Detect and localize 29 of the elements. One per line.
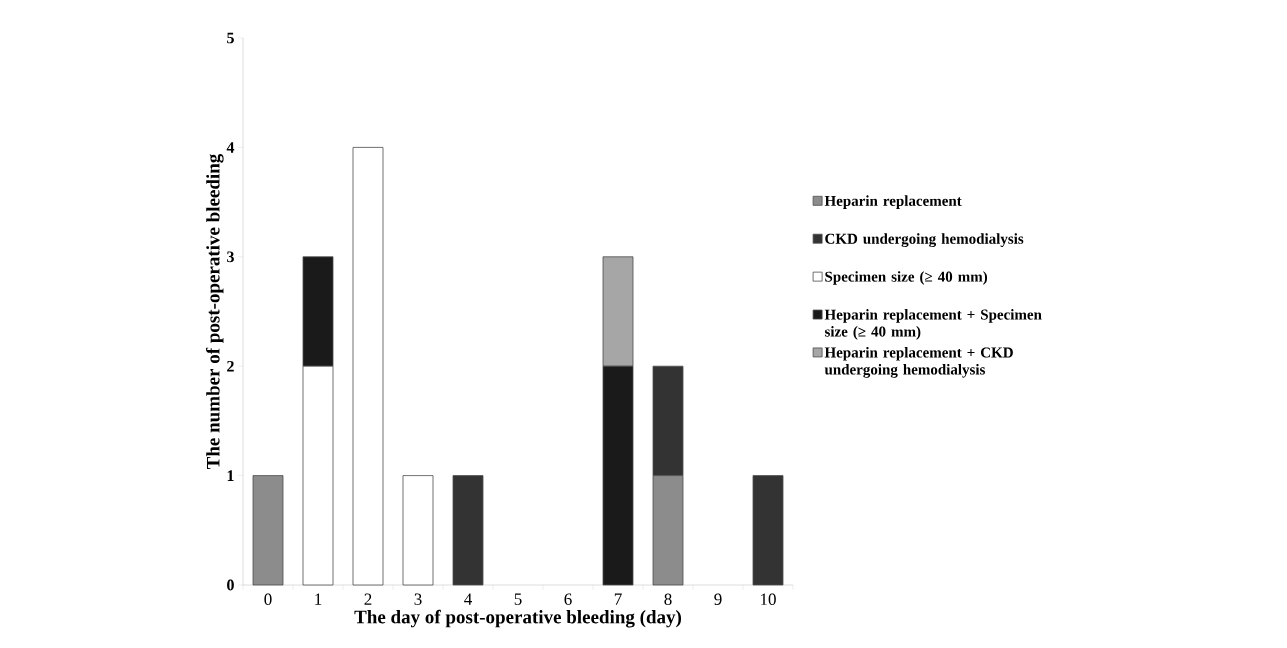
bar	[352, 147, 384, 586]
x-axis-title: The day of post-operative bleeding (day)	[354, 609, 682, 628]
legend-label: Heparin replacement + Specimen size (≥ 40 mm)	[824, 309, 1042, 340]
bar	[752, 475, 784, 586]
y-tick-label: 2	[227, 360, 234, 372]
bar	[252, 475, 284, 586]
x-tick-label: 0	[264, 593, 272, 606]
y-tick-label: 5	[227, 32, 234, 44]
x-tick-label: 1	[315, 593, 322, 605]
legend-label: Heparin replacement	[824, 195, 962, 209]
y-tick-label: 3	[227, 251, 234, 263]
legend-label: CKD undergoing hemodialysis	[825, 233, 1024, 247]
x-tick-label: 10	[761, 593, 776, 606]
x-tick-label: 5	[514, 593, 522, 605]
x-tick-label: 3	[414, 593, 422, 605]
x-tick-label: 4	[464, 593, 472, 605]
y-tick-label: 0	[227, 579, 234, 591]
x-tick-label: 8	[664, 593, 672, 606]
y-axis-title: The number of post-operative bleeding	[206, 153, 224, 469]
y-tick-label: 4	[226, 142, 235, 153]
bar	[402, 475, 434, 586]
x-tick-label: 2	[364, 593, 372, 605]
legend-label: Specimen size (≥ 40 mm)	[825, 271, 988, 285]
legend-label: Heparin replacement + CKD undergoing hemodialysis	[824, 347, 1013, 378]
bar	[452, 475, 484, 586]
x-tick-label: 7	[614, 593, 622, 605]
x-tick-label: 9	[714, 593, 722, 605]
y-tick-label: 1	[227, 470, 234, 481]
x-tick-label: 6	[564, 593, 572, 605]
